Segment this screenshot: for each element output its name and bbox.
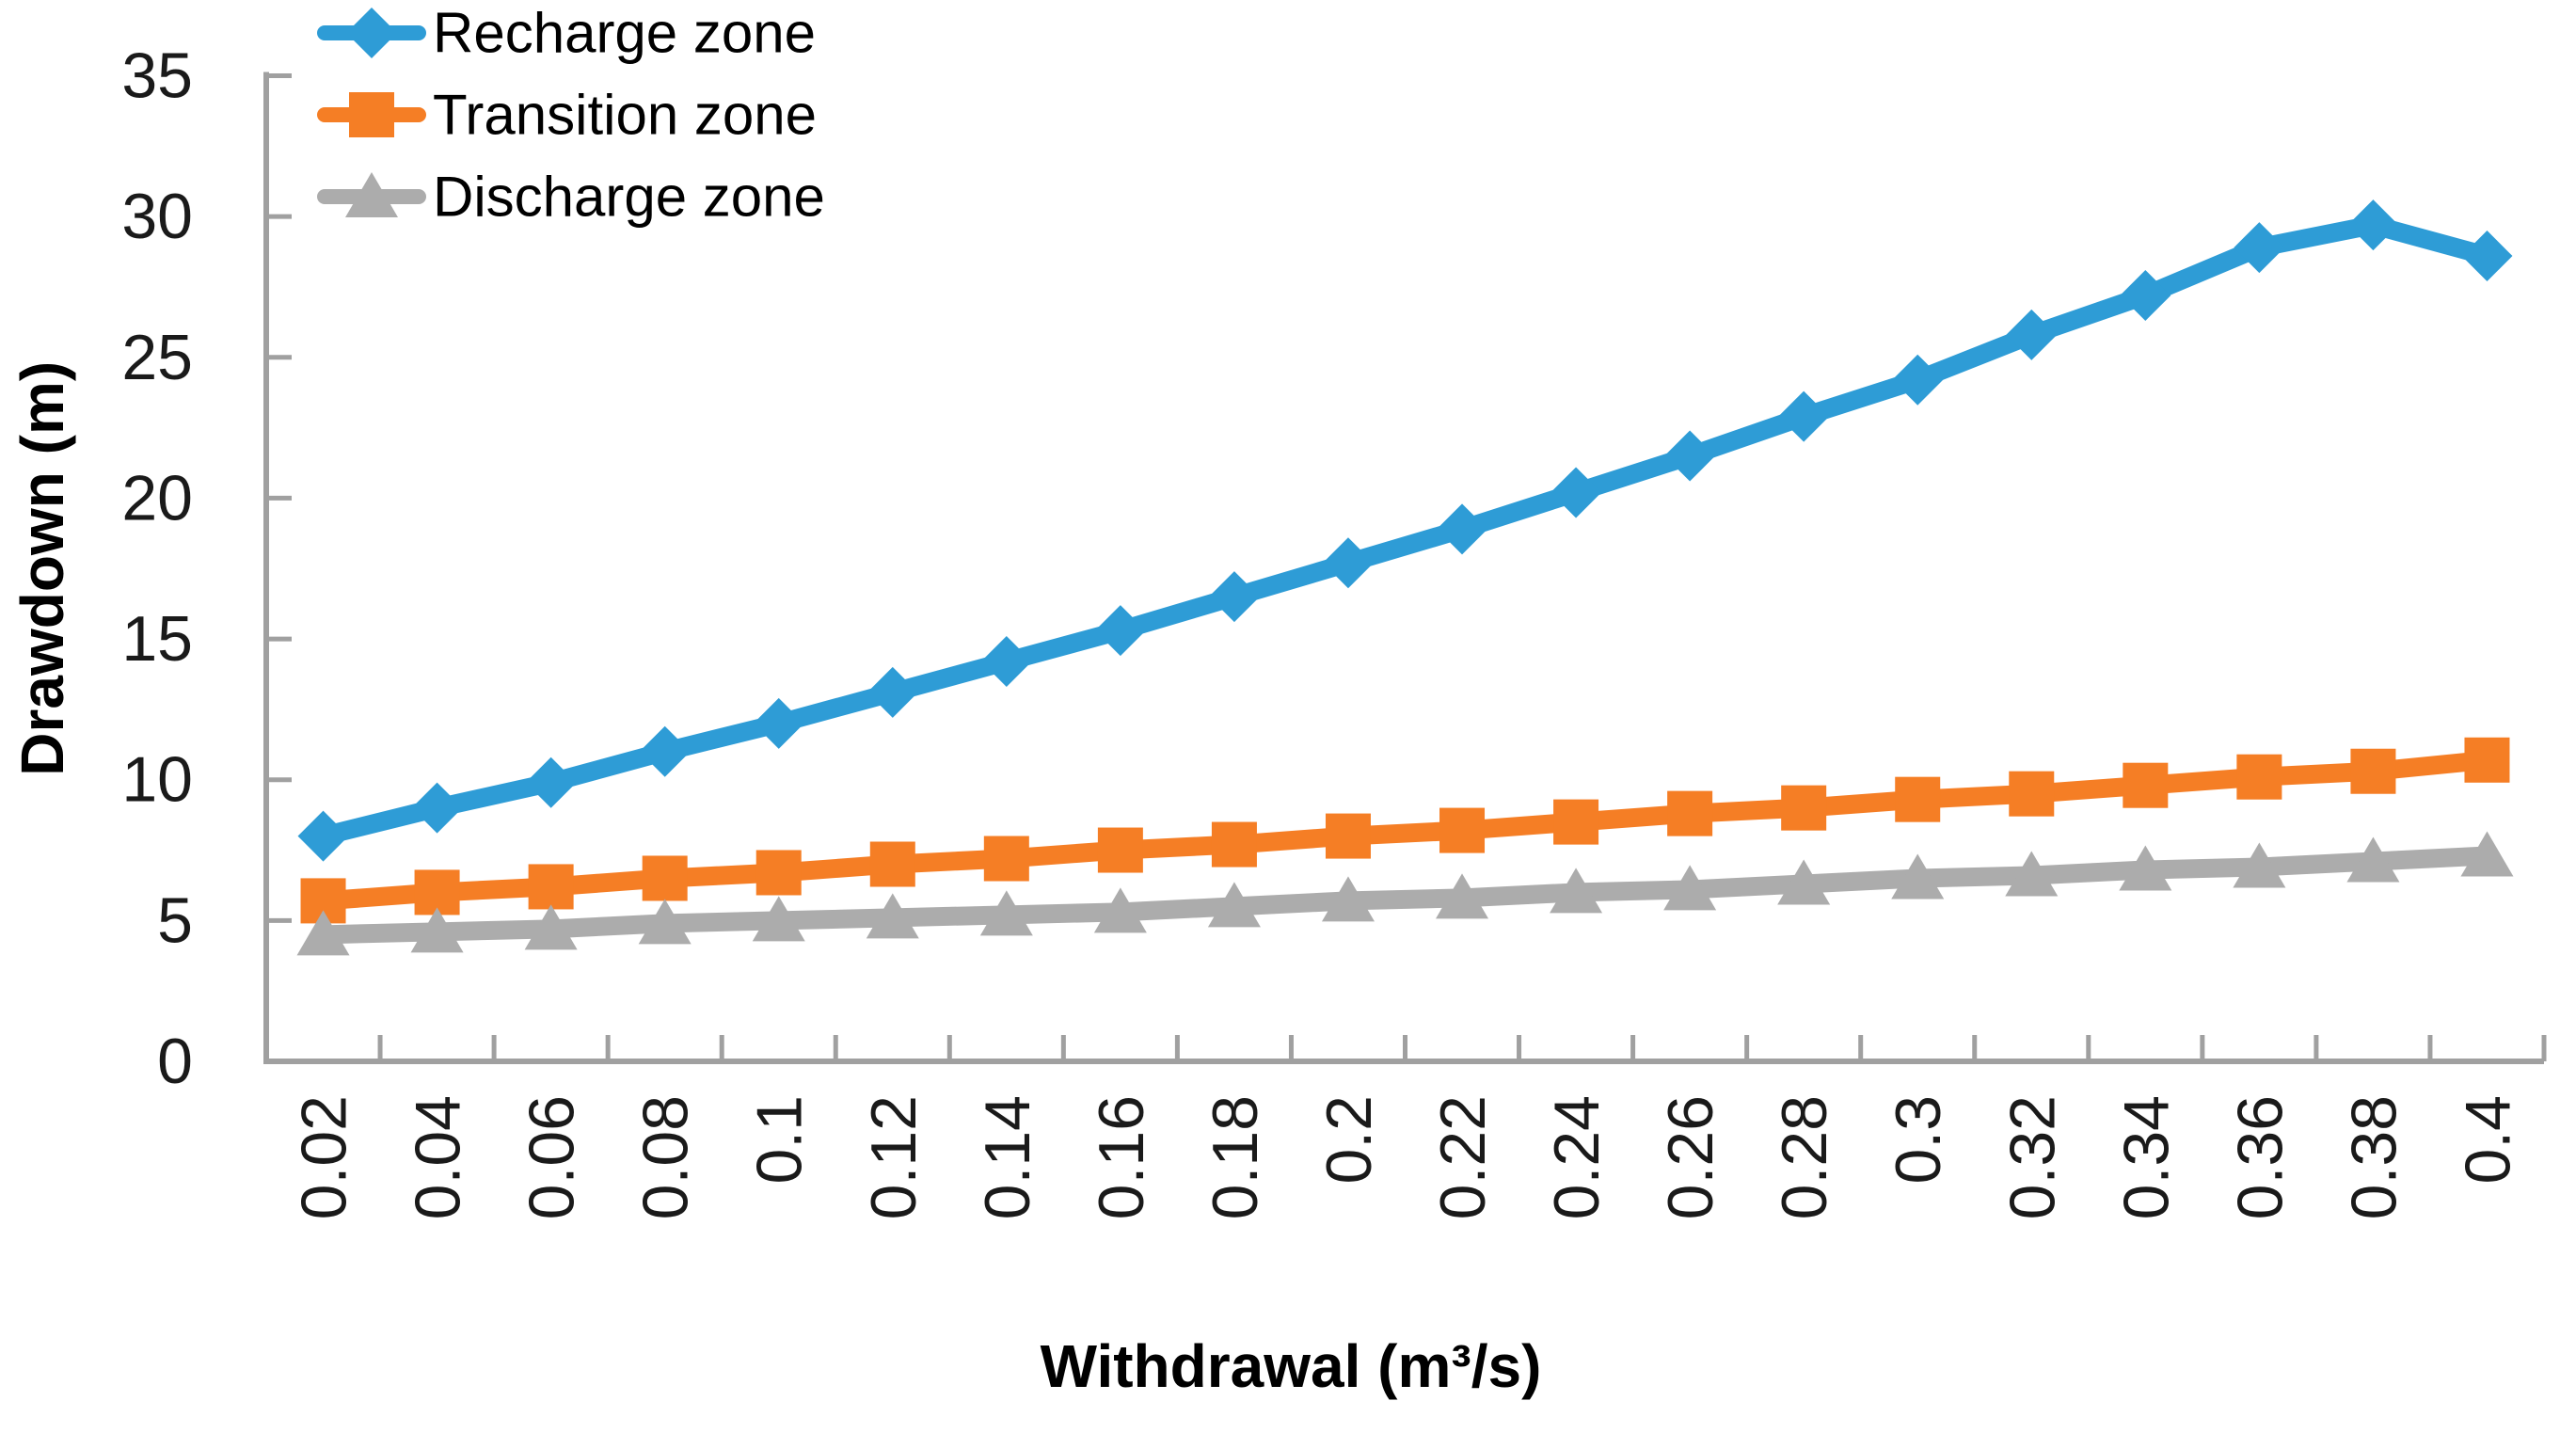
data-point-marker-discharge-zone — [410, 907, 464, 953]
data-point-marker-discharge-zone — [752, 896, 805, 942]
x-tick-label: 0.24 — [1541, 1095, 1613, 1219]
y-tick-label: 25 — [121, 322, 193, 393]
x-tick-label: 0.26 — [1655, 1095, 1726, 1219]
x-tick-label: 0.02 — [289, 1095, 360, 1219]
data-point-marker-recharge-zone — [1550, 467, 1602, 518]
data-point-marker-transition-zone — [2009, 771, 2055, 817]
data-point-marker-recharge-zone — [1437, 503, 1488, 555]
data-point-marker-recharge-zone — [2006, 309, 2058, 360]
x-tick-label: 0.32 — [1996, 1095, 2068, 1219]
data-point-marker-recharge-zone — [2461, 231, 2513, 282]
data-point-marker-recharge-zone — [1778, 390, 1830, 442]
data-point-marker-discharge-zone — [1436, 873, 1489, 919]
legend-label-discharge-zone: Discharge zone — [433, 166, 825, 229]
data-point-marker-discharge-zone — [638, 899, 692, 945]
data-point-marker-recharge-zone — [980, 636, 1032, 688]
data-point-marker-transition-zone — [1667, 790, 1713, 836]
legend-marker-recharge-zone — [346, 8, 397, 58]
x-tick-label: 0.22 — [1427, 1095, 1499, 1219]
data-point-marker-recharge-zone — [1322, 537, 1374, 589]
y-tick-label: 20 — [121, 462, 193, 533]
data-point-marker-discharge-zone — [979, 890, 1033, 936]
x-tick-label: 0.38 — [2338, 1095, 2409, 1219]
x-tick-label: 0.14 — [972, 1095, 1043, 1219]
data-point-marker-transition-zone — [1325, 813, 1371, 859]
data-point-marker-transition-zone — [2350, 748, 2396, 794]
data-point-marker-discharge-zone — [1093, 887, 1147, 933]
data-point-marker-transition-zone — [869, 841, 915, 887]
x-tick-label: 0.04 — [403, 1095, 474, 1219]
y-tick-label: 10 — [121, 744, 193, 816]
data-point-marker-transition-zone — [1895, 776, 1941, 822]
data-point-marker-recharge-zone — [525, 756, 577, 808]
data-point-marker-transition-zone — [2123, 762, 2169, 808]
data-point-marker-transition-zone — [1439, 807, 1486, 853]
x-tick-label: 0.2 — [1313, 1095, 1385, 1185]
data-point-marker-transition-zone — [2236, 754, 2282, 800]
legend-marker-transition-zone — [349, 92, 394, 137]
data-point-marker-recharge-zone — [867, 666, 918, 718]
data-point-marker-recharge-zone — [2120, 269, 2171, 321]
data-point-marker-recharge-zone — [2347, 199, 2399, 251]
data-point-marker-transition-zone — [2464, 737, 2510, 783]
data-point-marker-discharge-zone — [2460, 831, 2514, 877]
y-tick-label: 5 — [157, 884, 193, 956]
x-tick-label: 0.1 — [744, 1095, 816, 1185]
y-tick-label: 15 — [121, 603, 193, 675]
x-tick-label: 0.36 — [2224, 1095, 2296, 1219]
y-tick-label: 35 — [121, 40, 193, 112]
data-point-marker-discharge-zone — [1207, 882, 1261, 928]
data-point-marker-recharge-zone — [1094, 605, 1146, 657]
data-point-marker-discharge-zone — [2119, 845, 2172, 891]
data-point-marker-recharge-zone — [411, 782, 463, 834]
series-line-discharge-zone — [313, 846, 2497, 945]
x-tick-label: 0.16 — [1086, 1095, 1157, 1219]
data-point-marker-discharge-zone — [296, 910, 350, 956]
data-point-marker-discharge-zone — [2233, 842, 2286, 888]
y-tick-label: 30 — [121, 181, 193, 252]
data-point-marker-discharge-zone — [2005, 851, 2059, 897]
x-tick-label: 0.4 — [2452, 1095, 2523, 1185]
data-point-marker-recharge-zone — [297, 810, 349, 862]
data-point-marker-transition-zone — [1781, 785, 1827, 831]
x-tick-label: 0.06 — [517, 1095, 588, 1219]
x-tick-label: 0.12 — [858, 1095, 930, 1219]
data-point-marker-discharge-zone — [866, 893, 919, 939]
data-point-marker-discharge-zone — [1891, 853, 1945, 900]
y-tick-label: 0 — [157, 1026, 193, 1097]
data-point-marker-recharge-zone — [639, 725, 691, 777]
data-point-marker-recharge-zone — [753, 697, 804, 749]
data-point-marker-transition-zone — [755, 850, 802, 896]
legend-label-transition-zone: Transition zone — [433, 84, 817, 147]
data-point-marker-discharge-zone — [1321, 876, 1375, 922]
data-point-marker-discharge-zone — [2346, 836, 2400, 883]
data-point-marker-recharge-zone — [2234, 222, 2285, 274]
data-point-marker-recharge-zone — [1892, 354, 1944, 406]
data-point-marker-transition-zone — [642, 855, 688, 901]
x-tick-label: 0.34 — [2110, 1095, 2182, 1219]
data-point-marker-discharge-zone — [1550, 868, 1603, 914]
x-tick-label: 0.08 — [630, 1095, 702, 1219]
x-tick-label: 0.28 — [1769, 1095, 1840, 1219]
data-point-marker-transition-zone — [528, 864, 574, 910]
legend-marker-discharge-zone — [345, 172, 398, 217]
data-point-marker-discharge-zone — [524, 904, 578, 950]
x-tick-label: 0.3 — [1883, 1095, 1954, 1185]
x-tick-label: 0.18 — [1200, 1095, 1271, 1219]
x-axis-title: Withdrawal (m³/s) — [1041, 1332, 1542, 1400]
data-point-marker-recharge-zone — [1664, 430, 1716, 482]
legend-label-recharge-zone: Recharge zone — [433, 2, 816, 65]
y-axis-title: Drawdown (m) — [8, 361, 76, 776]
data-point-marker-discharge-zone — [1777, 859, 1831, 905]
data-point-marker-discharge-zone — [1663, 865, 1717, 911]
data-point-marker-transition-zone — [983, 836, 1029, 882]
data-point-marker-recharge-zone — [1208, 571, 1260, 623]
data-point-marker-transition-zone — [1097, 827, 1143, 873]
data-point-marker-transition-zone — [1553, 799, 1599, 845]
data-point-marker-transition-zone — [1211, 821, 1257, 868]
